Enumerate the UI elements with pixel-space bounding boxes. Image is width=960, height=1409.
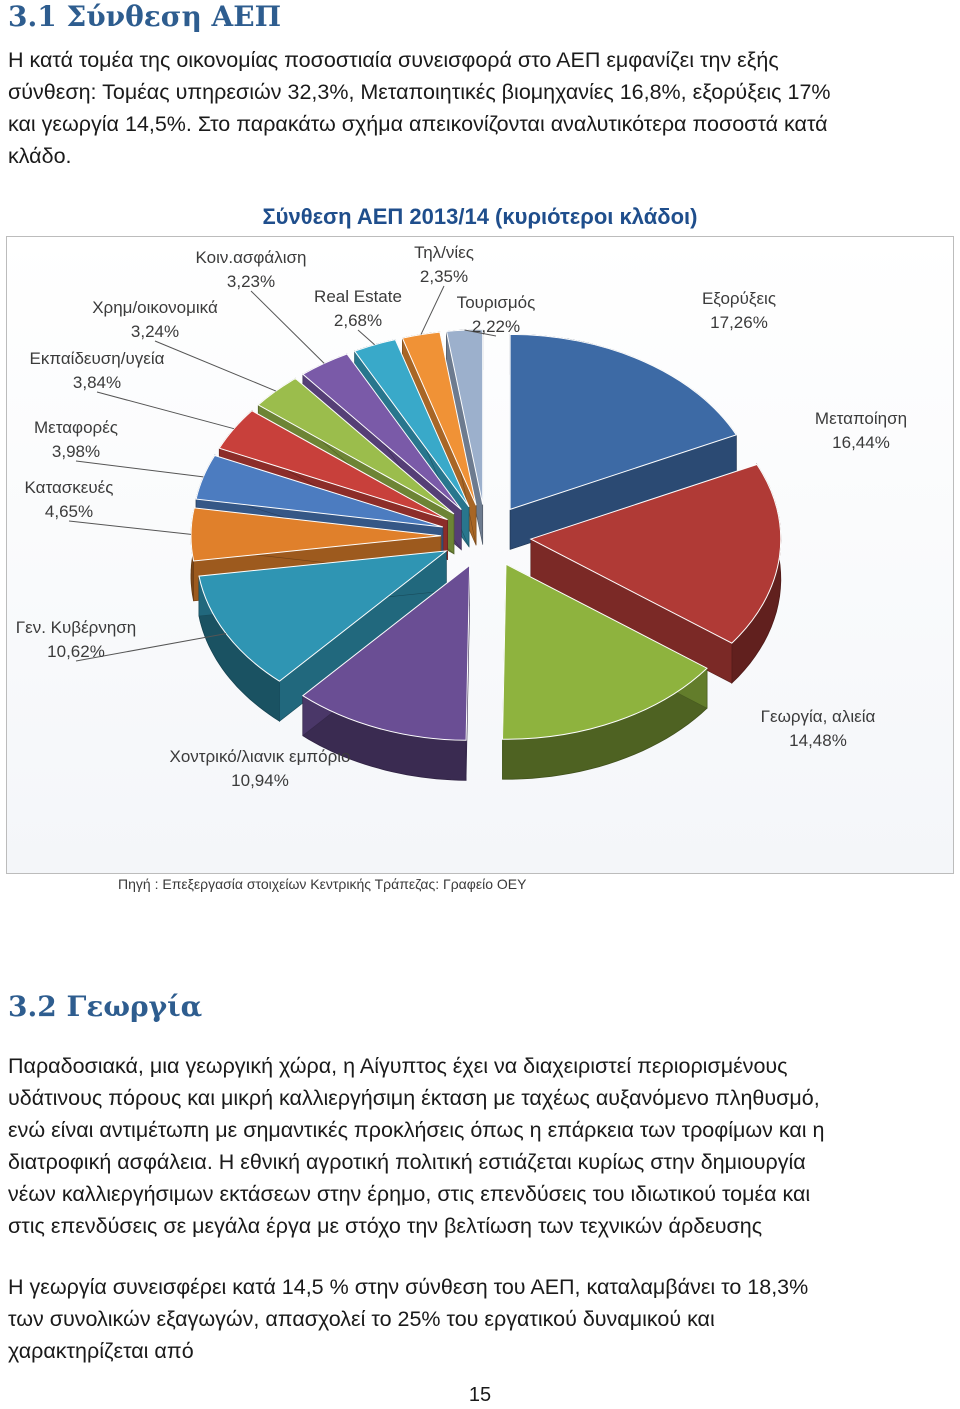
- pie-slice: [257, 377, 455, 515]
- pie-slice: [301, 564, 471, 741]
- slice-label-value: 3,98%: [52, 442, 100, 461]
- pie-slice: [302, 353, 462, 511]
- pie-slice: [445, 329, 484, 505]
- label-leader-line: [154, 340, 277, 392]
- pie-slice: [529, 463, 782, 644]
- pie-slice: [198, 550, 449, 682]
- agriculture-paragraph-2: Η γεωργία συνεισφέρει κατά 14,5 % στην σ…: [8, 1271, 952, 1367]
- slice-label-value: 2,22%: [472, 317, 520, 336]
- intro-line: κλάδο.: [8, 144, 72, 168]
- label-leader-line: [96, 391, 235, 430]
- agriculture-line: ενώ είναι αντιμέτωπη με σημαντικές προκλ…: [8, 1118, 825, 1142]
- section-heading-gdp: 3.1 Σύνθεση ΑΕΠ: [8, 0, 282, 33]
- slice-label-value: 17,26%: [710, 313, 768, 332]
- chart-source: Πηγή : Επεξεργασία στοιχείων Κεντρικής Τ…: [118, 876, 527, 892]
- pie-slice: [195, 454, 444, 528]
- slice-label-value: 16,44%: [832, 433, 890, 452]
- slice-label-name: Real Estate: [314, 287, 402, 306]
- slice-label-value: 2,68%: [334, 311, 382, 330]
- slice-label-name: Τουρισμός: [457, 293, 536, 312]
- slice-label-value: 3,23%: [227, 272, 275, 291]
- label-leader-line: [420, 285, 445, 335]
- label-leader-line: [250, 290, 325, 364]
- agriculture-line: Η γεωργία συνεισφέρει κατά 14,5 % στην σ…: [8, 1275, 809, 1299]
- intro-line: Η κατά τομέα της οικονομίας ποσοστιαία σ…: [8, 48, 779, 72]
- slice-label-name: Τηλ/νίες: [414, 243, 474, 262]
- label-leader-line: [464, 329, 497, 337]
- label-leader-line: [75, 633, 227, 662]
- slice-label-value: 3,24%: [131, 322, 179, 341]
- pie-slice: [501, 563, 708, 740]
- agriculture-line: νέων καλλιεργήσιμων εκτάσεων στην έρημο,…: [8, 1182, 811, 1206]
- label-leader-line: [68, 520, 192, 535]
- pie-slice: [509, 333, 738, 511]
- page-number: 15: [468, 1384, 492, 1406]
- slice-label-name: Γεωργία, αλιεία: [761, 707, 876, 726]
- slice-label-name: Γεν. Κυβέρνηση: [16, 618, 136, 637]
- agriculture-line: Παραδοσιακά, μια γεωργική χώρα, η Αίγυπτ…: [8, 1054, 788, 1078]
- intro-paragraph: Η κατά τομέα της οικονομίας ποσοστιαία σ…: [8, 44, 952, 172]
- slice-label-name: Μεταφορές: [34, 418, 118, 437]
- slice-label-name: Κατασκευές: [25, 478, 114, 497]
- agriculture-line: των συνολικών εξαγωγών, απασχολεί το 25%…: [8, 1307, 715, 1331]
- slice-label-name: Εξορύξεις: [702, 289, 776, 308]
- agriculture-line: υδάτινους πόρους και μικρή καλλιεργήσιμη…: [8, 1086, 820, 1110]
- slice-label-name: Χρημ/οικονομικά: [92, 298, 218, 317]
- intro-line: σύνθεση: Τομέας υπηρεσιών 32,3%, Μεταποι…: [8, 80, 831, 104]
- slice-label-name: Χοντρικό/λιανικ εμπόριο: [170, 747, 351, 766]
- agriculture-paragraph-1: Παραδοσιακά, μια γεωργική χώρα, η Αίγυπτ…: [8, 1050, 952, 1242]
- chart-title: Σύνθεση ΑΕΠ 2013/14 (κυριότεροι κλάδοι): [262, 204, 698, 229]
- agriculture-line: χαρακτηρίζεται από: [8, 1339, 194, 1363]
- intro-line: και γεωργία 14,5%. Στο παρακάτω σχήμα απ…: [8, 112, 828, 136]
- slice-label-value: 10,62%: [47, 642, 105, 661]
- slice-label-name: Εκπαίδευση/υγεία: [30, 349, 165, 368]
- label-leader-line: [75, 460, 204, 478]
- agriculture-line: διατροφική ασφάλεια. Η εθνική αγροτική π…: [8, 1150, 806, 1174]
- agriculture-line: στις επενδύσεις σε μεγάλα έργα με στόχο …: [8, 1214, 763, 1238]
- pie-slice: [218, 410, 448, 521]
- label-leader-line: [357, 329, 375, 346]
- slice-label-name: Μεταποίηση: [815, 409, 907, 428]
- slice-label-value: 3,84%: [73, 373, 121, 392]
- slice-label-name: Κοιν.ασφάλιση: [196, 248, 307, 267]
- slice-label-value: 4,65%: [45, 502, 93, 521]
- pie-chart: Εξορύξεις 17,26% Μεταποίηση 16,44% Γεωργία, …: [16, 243, 907, 790]
- section-heading-agriculture: 3.2 Γεωργία: [8, 990, 203, 1023]
- slice-label-value: 2,35%: [420, 267, 468, 286]
- slice-label-value: 10,94%: [231, 771, 289, 790]
- slice-label-value: 14,48%: [789, 731, 847, 750]
